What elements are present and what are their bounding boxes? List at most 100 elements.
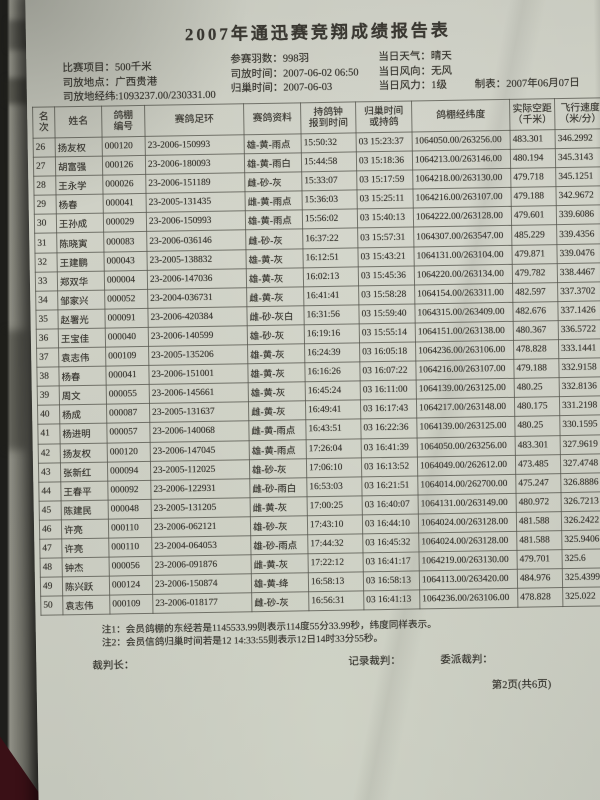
table-cell: 03 16:13:52 — [361, 456, 418, 477]
table-cell: 23-2006-150993 — [146, 211, 246, 232]
table-cell: 479.601 — [511, 205, 557, 226]
race-info-right: 当日天气：晴天 当日风向：无风 当日风力：1级 — [378, 50, 452, 95]
table-cell: 1064131.00/263104.00 — [413, 244, 513, 266]
release-time: 司放时间：2007-06-02 06:50 — [230, 66, 359, 81]
table-cell: 23-2004-036731 — [147, 287, 247, 309]
table-cell: 16:43:51 — [305, 419, 362, 440]
delegated-referee-signature-label: 委派裁判： — [440, 654, 493, 667]
table-cell: 43 — [38, 462, 61, 482]
table-cell: 周文 — [59, 385, 107, 406]
table-cell: 483.301 — [510, 129, 556, 150]
table-cell: 雌-黄-灰 — [250, 496, 308, 517]
table-cell: 23-2006-420384 — [147, 306, 248, 328]
table-cell: 47 — [39, 538, 63, 559]
table-cell: 326.8886 — [560, 472, 600, 493]
table-cell: 钟杰 — [62, 557, 110, 578]
table-cell: 16:49:41 — [305, 400, 361, 421]
table-cell: 03 16:45:32 — [362, 532, 419, 553]
table-cell: 000052 — [104, 289, 148, 309]
table-cell: 35 — [35, 309, 59, 330]
table-cell: 03 16:41:39 — [361, 437, 418, 458]
table-cell: 16:45:24 — [305, 381, 361, 402]
table-cell: 1064024.00/263128.00 — [418, 512, 517, 533]
table-cell: 1064307.00/263547.00 — [413, 225, 512, 247]
table-cell: 484.976 — [517, 568, 563, 589]
table-cell: 1064050.00/263256.00 — [412, 130, 511, 152]
table-cell: 23-2006-151001 — [148, 363, 249, 385]
table-cell: 485.229 — [511, 225, 557, 245]
table-cell: 000087 — [106, 403, 150, 424]
table-cell: 袁志伟 — [62, 595, 110, 616]
table-cell: 23-2005-138832 — [146, 249, 247, 271]
column-header: 鸽棚经纬度 — [411, 99, 511, 133]
table-cell: 1064213.00/263146.00 — [412, 149, 511, 171]
report-title: 2007年通迅赛竞翔成绩报告表 — [184, 20, 451, 45]
table-cell: 03 16:21:51 — [361, 475, 419, 496]
table-cell: 1064139.00/263125.00 — [416, 378, 515, 400]
table-cell: 03 15:59:40 — [358, 303, 416, 324]
wind-direction: 当日风向：无风 — [378, 65, 453, 78]
table-cell: 15:36:03 — [301, 190, 358, 211]
table-cell: 许亮 — [61, 518, 109, 539]
table-cell: 23-2005-135206 — [148, 344, 248, 366]
results-table: 名次 姓名 鸽棚 编号 赛鸽足环 赛鸽资料 持鸽钟 报到时间 归巢时间 或持鸽 鸽棚经纬度 实际… — [32, 97, 600, 616]
table-cell: 325.4399 — [562, 567, 600, 588]
table-cell: 雄-黄-雨点 — [245, 210, 303, 231]
page-edge-shadow — [4, 330, 26, 450]
table-cell: 王孙成 — [56, 213, 104, 234]
table-cell: 23-2006-150874 — [152, 573, 252, 595]
table-cell: 1064219.00/263130.00 — [418, 550, 518, 572]
table-cell: 480.367 — [513, 320, 559, 341]
table-cell: 雄-黄-灰 — [248, 382, 306, 403]
report-sheet: 2007年通迅赛竞翔成绩报告表 比赛项目：500千米 司放地点：广西贵港 司放地… — [25, 0, 600, 800]
table-cell: 481.588 — [516, 511, 562, 532]
table-cell: 475.247 — [515, 473, 562, 494]
table-cell: 03 16:44:10 — [362, 513, 419, 534]
table-cell: 杨春 — [56, 194, 104, 215]
column-header: 实际空距 （千米） — [509, 98, 555, 131]
table-cell: 扬友权 — [60, 442, 108, 463]
table-cell: 23-2005-131435 — [146, 192, 246, 213]
table-cell: 郑双华 — [57, 270, 105, 291]
table-cell: 17:06:10 — [306, 457, 362, 478]
table-cell: 339.4356 — [556, 224, 600, 245]
table-cell: 23-2006-018177 — [152, 592, 252, 614]
table-cell: 赵署光 — [57, 308, 106, 329]
table-cell: 000109 — [109, 594, 153, 615]
table-cell: 王春平 — [60, 480, 109, 501]
table-cell: 1064139.00/263125.00 — [416, 416, 516, 438]
table-cell: 16:02:13 — [303, 266, 359, 287]
footnotes: 注1：会员鸽棚的东经若是1145533.99则表示114度55分33.99秒，纬… — [102, 618, 437, 650]
table-cell: 17:22:12 — [307, 552, 364, 573]
table-cell: 38 — [36, 367, 60, 387]
table-cell: 000092 — [107, 480, 152, 500]
table-cell: 000040 — [105, 327, 149, 348]
table-cell: 000109 — [105, 346, 149, 367]
table-cell: 16:12:51 — [302, 247, 359, 268]
table-cell: 23-2006-150993 — [145, 134, 245, 156]
table-cell: 478.828 — [513, 339, 559, 360]
table-cell: 23-2006-145661 — [149, 382, 249, 404]
table-cell: 23-2006-140068 — [149, 421, 250, 442]
column-header: 名次 — [32, 106, 56, 139]
table-cell: 325.022 — [562, 586, 600, 607]
table-cell: 雄-黄-雨点 — [244, 133, 302, 154]
table-cell: 23-2006-122931 — [150, 478, 251, 500]
table-cell: 23-2006-151189 — [145, 172, 245, 194]
table-cell: 1064216.00/263107.00 — [412, 187, 512, 209]
table-cell: 478.828 — [517, 587, 563, 608]
table-cell: 17:44:32 — [307, 533, 363, 554]
table-cell: 27 — [33, 157, 56, 177]
table-cell: 49 — [40, 577, 63, 597]
table-cell: 000041 — [105, 365, 150, 386]
table-cell: 29 — [34, 195, 57, 215]
table-cell: 雄-黄-雨点 — [249, 439, 307, 460]
table-cell: 03 15:58:28 — [358, 284, 415, 305]
table-cell: 雄-黄-雨白 — [244, 152, 302, 173]
table-cell: 雄-黄-灰 — [246, 267, 304, 288]
table-cell: 000057 — [106, 422, 151, 443]
table-cell: 袁志伟 — [58, 347, 106, 368]
table-cell: 16:58:13 — [308, 572, 364, 593]
table-cell: 326.2422 — [561, 510, 600, 531]
table-cell: 03 15:43:21 — [357, 246, 415, 267]
